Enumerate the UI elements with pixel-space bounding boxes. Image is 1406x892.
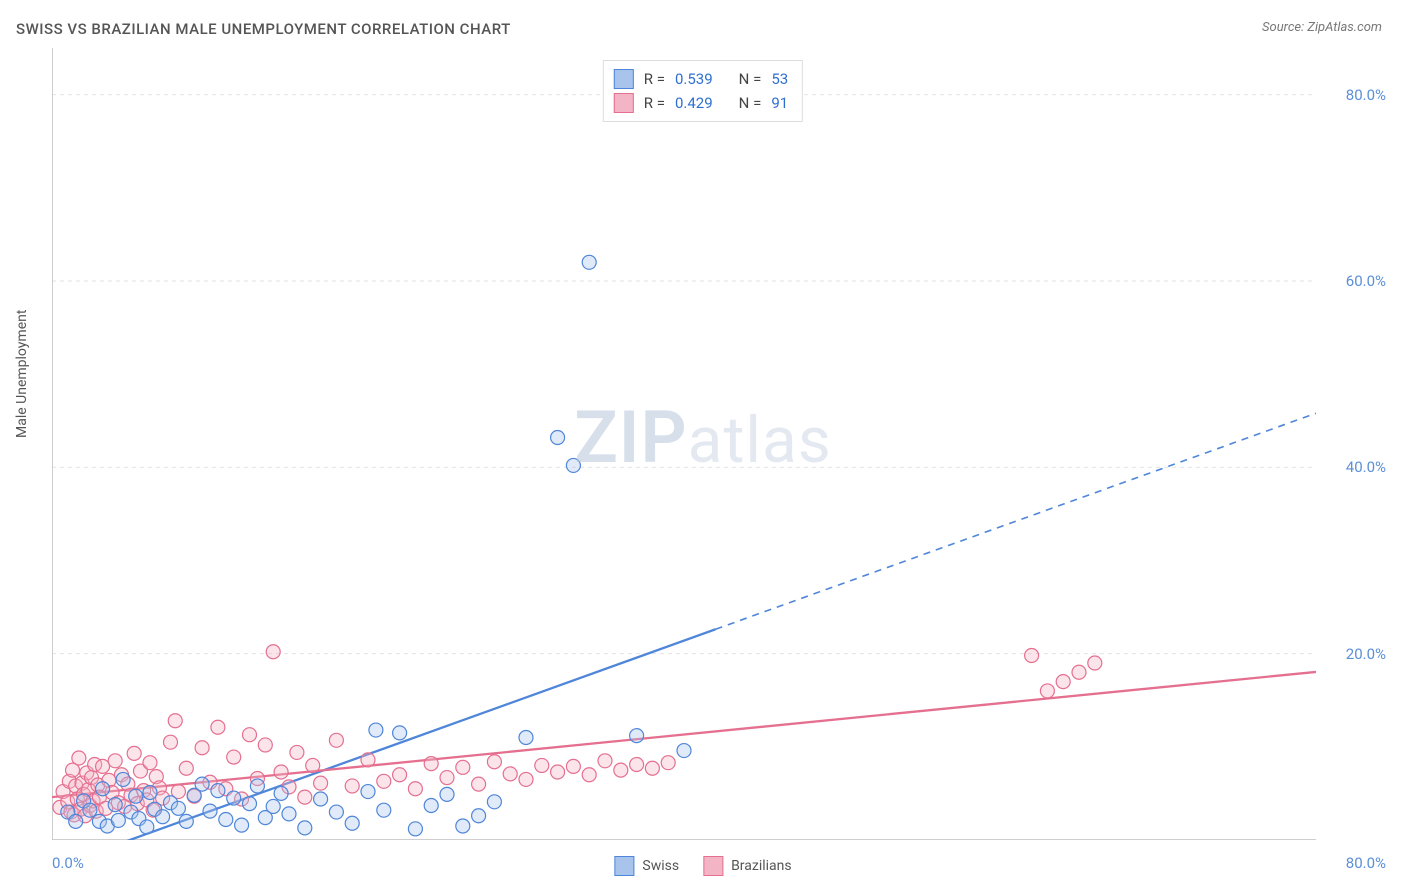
r-value: 0.539	[675, 70, 713, 88]
swatch-swiss	[614, 856, 634, 876]
correlation-legend: R = 0.539 N = 53 R = 0.429 N = 91	[603, 60, 803, 122]
y-tick-label: 20.0%	[1346, 645, 1386, 663]
swatch-brazilians	[614, 93, 634, 113]
y-tick-label: 40.0%	[1346, 458, 1386, 476]
y-tick-label: 80.0%	[1346, 86, 1386, 104]
x-tick-label-min: 0.0%	[52, 854, 84, 872]
correlation-legend-row: R = 0.539 N = 53	[614, 67, 788, 91]
legend-label: Swiss	[642, 858, 679, 874]
swatch-brazilians	[703, 856, 723, 876]
swatch-swiss	[614, 69, 634, 89]
r-label: R =	[644, 70, 665, 88]
series-legend: Swiss Brazilians	[614, 856, 791, 876]
legend-item-brazilians: Brazilians	[703, 856, 792, 876]
r-label: R =	[644, 94, 665, 112]
r-value: 0.429	[675, 94, 713, 112]
y-axis-label: Male Unemployment	[14, 310, 30, 438]
scatter-plot-svg	[52, 48, 1316, 840]
y-tick-label: 60.0%	[1346, 272, 1386, 290]
chart-source: Source: ZipAtlas.com	[1262, 20, 1382, 35]
correlation-legend-row: R = 0.429 N = 91	[614, 91, 788, 115]
n-label: N =	[739, 94, 762, 112]
chart-container: SWISS VS BRAZILIAN MALE UNEMPLOYMENT COR…	[0, 0, 1406, 892]
x-tick-label-max: 80.0%	[1346, 854, 1386, 872]
legend-label: Brazilians	[731, 858, 792, 874]
n-label: N =	[739, 70, 762, 88]
chart-title: SWISS VS BRAZILIAN MALE UNEMPLOYMENT COR…	[16, 20, 511, 38]
n-value: 91	[771, 94, 788, 112]
n-value: 53	[771, 70, 788, 88]
plot-area	[52, 48, 1316, 840]
legend-item-swiss: Swiss	[614, 856, 679, 876]
